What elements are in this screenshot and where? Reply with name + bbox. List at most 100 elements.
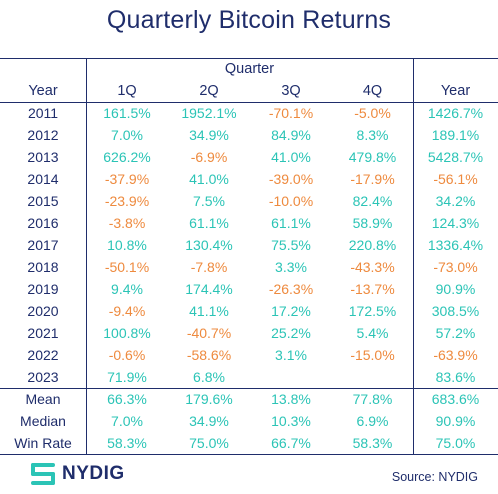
return-cell-annual: -63.9% bbox=[433, 347, 478, 363]
return-cell-q3: 75.5% bbox=[271, 237, 311, 253]
return-cell-annual: 5428.7% bbox=[427, 149, 484, 165]
q1-column-header: 1Q bbox=[117, 83, 137, 99]
year-cell: 2015 bbox=[27, 193, 59, 209]
year-cell: 2014 bbox=[27, 171, 59, 187]
return-cell-q4: 8.3% bbox=[356, 127, 389, 143]
year-cell: 2018 bbox=[27, 259, 59, 275]
return-cell-q3 bbox=[250, 366, 332, 388]
return-cell-q1: -23.9% bbox=[104, 193, 150, 209]
summary-cell-q1: 7.0% bbox=[111, 413, 143, 429]
return-cell-q3: 25.2% bbox=[271, 325, 311, 341]
summary-cell-annual: 90.9% bbox=[435, 413, 476, 429]
summary-cell-q2: 179.6% bbox=[185, 391, 233, 407]
year-cell: 2012 bbox=[27, 127, 59, 143]
return-cell-q1: -37.9% bbox=[104, 171, 150, 187]
return-cell-q2: 6.8% bbox=[193, 369, 225, 385]
q2-column-header: 2Q bbox=[199, 83, 219, 99]
return-cell-q3: -26.3% bbox=[268, 281, 314, 297]
summary-cell-q3: 13.8% bbox=[271, 391, 311, 407]
source-note: Source: NYDIG bbox=[391, 470, 478, 484]
return-cell-q1: 7.0% bbox=[111, 127, 143, 143]
return-cell-q4: 172.5% bbox=[348, 303, 397, 319]
return-cell-q2: 34.9% bbox=[189, 127, 229, 143]
year-column-header: Year bbox=[28, 83, 58, 99]
return-cell-q2: 130.4% bbox=[185, 237, 233, 253]
year-cell: 2022 bbox=[27, 347, 59, 363]
table-bottom-border bbox=[0, 454, 498, 455]
summary-cell-q1: 58.3% bbox=[107, 435, 147, 451]
return-cell-q4: -5.0% bbox=[354, 105, 391, 121]
summary-label-cell: Win Rate bbox=[14, 435, 72, 451]
return-cell-q3: -10.0% bbox=[268, 193, 314, 209]
return-cell-q1: -3.8% bbox=[108, 215, 146, 231]
return-cell-q2: -6.9% bbox=[190, 149, 228, 165]
annual-column-header: Year bbox=[440, 83, 471, 99]
return-cell-q4: -13.7% bbox=[350, 281, 395, 297]
annual-column-divider bbox=[413, 58, 414, 454]
return-cell-q4 bbox=[332, 366, 413, 388]
page-title: Quarterly Bitcoin Returns bbox=[106, 6, 392, 34]
header-divider bbox=[0, 102, 498, 103]
return-cell-q1: -50.1% bbox=[104, 259, 150, 275]
summary-label-cell: Mean bbox=[25, 391, 61, 407]
return-cell-q4: -17.9% bbox=[350, 171, 395, 187]
summary-divider bbox=[0, 388, 498, 389]
return-cell-q2: 7.5% bbox=[193, 193, 225, 209]
return-cell-annual: 124.3% bbox=[431, 215, 480, 231]
return-cell-annual: 1336.4% bbox=[427, 237, 484, 253]
return-cell-q2: -7.8% bbox=[190, 259, 228, 275]
return-cell-q1: 71.9% bbox=[107, 369, 147, 385]
summary-cell-q1: 66.3% bbox=[107, 391, 147, 407]
q3-column-header: 3Q bbox=[281, 83, 301, 99]
return-cell-annual: 189.1% bbox=[431, 127, 480, 143]
return-cell-q2: 1952.1% bbox=[181, 105, 237, 121]
year-cell: 2019 bbox=[27, 281, 59, 297]
return-cell-annual: -56.1% bbox=[433, 171, 478, 187]
return-cell-q3: 84.9% bbox=[271, 127, 311, 143]
return-cell-q1: 626.2% bbox=[103, 149, 151, 165]
footer: NYDIG Source: NYDIG bbox=[0, 456, 498, 494]
summary-cell-q2: 75.0% bbox=[189, 435, 229, 451]
return-cell-q4: -43.3% bbox=[350, 259, 395, 275]
return-cell-q2: 174.4% bbox=[185, 281, 233, 297]
return-cell-q3: -70.1% bbox=[268, 105, 314, 121]
return-cell-q1: 10.8% bbox=[107, 237, 147, 253]
return-cell-annual: -73.0% bbox=[433, 259, 478, 275]
return-cell-q4: 479.8% bbox=[348, 149, 397, 165]
return-cell-q1: 100.8% bbox=[103, 325, 151, 341]
summary-label-cell: Median bbox=[20, 413, 66, 429]
summary-cell-q4: 58.3% bbox=[352, 435, 393, 451]
nydig-logo: NYDIG bbox=[30, 462, 125, 486]
year-cell: 2016 bbox=[27, 215, 59, 231]
year-cell: 2011 bbox=[27, 105, 59, 121]
summary-cell-annual: 683.6% bbox=[431, 391, 480, 407]
return-cell-q1: -0.6% bbox=[108, 347, 146, 363]
return-cell-q2: 41.1% bbox=[189, 303, 229, 319]
nydig-logo-icon bbox=[31, 463, 55, 485]
table-top-border bbox=[0, 58, 498, 59]
return-cell-annual: 57.2% bbox=[435, 325, 476, 341]
return-cell-q4: -15.0% bbox=[350, 347, 395, 363]
return-cell-q3: 41.0% bbox=[271, 149, 311, 165]
year-cell: 2017 bbox=[27, 237, 59, 253]
year-cell: 2023 bbox=[27, 369, 59, 385]
return-cell-q4: 5.4% bbox=[356, 325, 389, 341]
summary-cell-q2: 34.9% bbox=[189, 413, 229, 429]
q4-column-header: 4Q bbox=[362, 83, 383, 99]
return-cell-q3: 61.1% bbox=[271, 215, 311, 231]
summary-cell-annual: 75.0% bbox=[435, 435, 476, 451]
return-cell-q4: 220.8% bbox=[348, 237, 397, 253]
return-cell-q4: 82.4% bbox=[352, 193, 393, 209]
return-cell-q2: -58.6% bbox=[186, 347, 232, 363]
return-cell-annual: 1426.7% bbox=[427, 105, 484, 121]
return-cell-q2: 41.0% bbox=[189, 171, 229, 187]
returns-table: Quarter Year 1Q 2Q 3Q 4Q Year 2011 161.5%… bbox=[0, 58, 498, 455]
year-column-divider bbox=[86, 58, 87, 454]
return-cell-q2: 61.1% bbox=[189, 215, 229, 231]
logo-text: NYDIG bbox=[62, 463, 125, 484]
summary-cell-q4: 77.8% bbox=[352, 391, 393, 407]
year-cell: 2013 bbox=[27, 149, 59, 165]
return-cell-annual: 90.9% bbox=[435, 281, 476, 297]
return-cell-q3: 3.1% bbox=[275, 347, 307, 363]
return-cell-q1: -9.4% bbox=[108, 303, 146, 319]
